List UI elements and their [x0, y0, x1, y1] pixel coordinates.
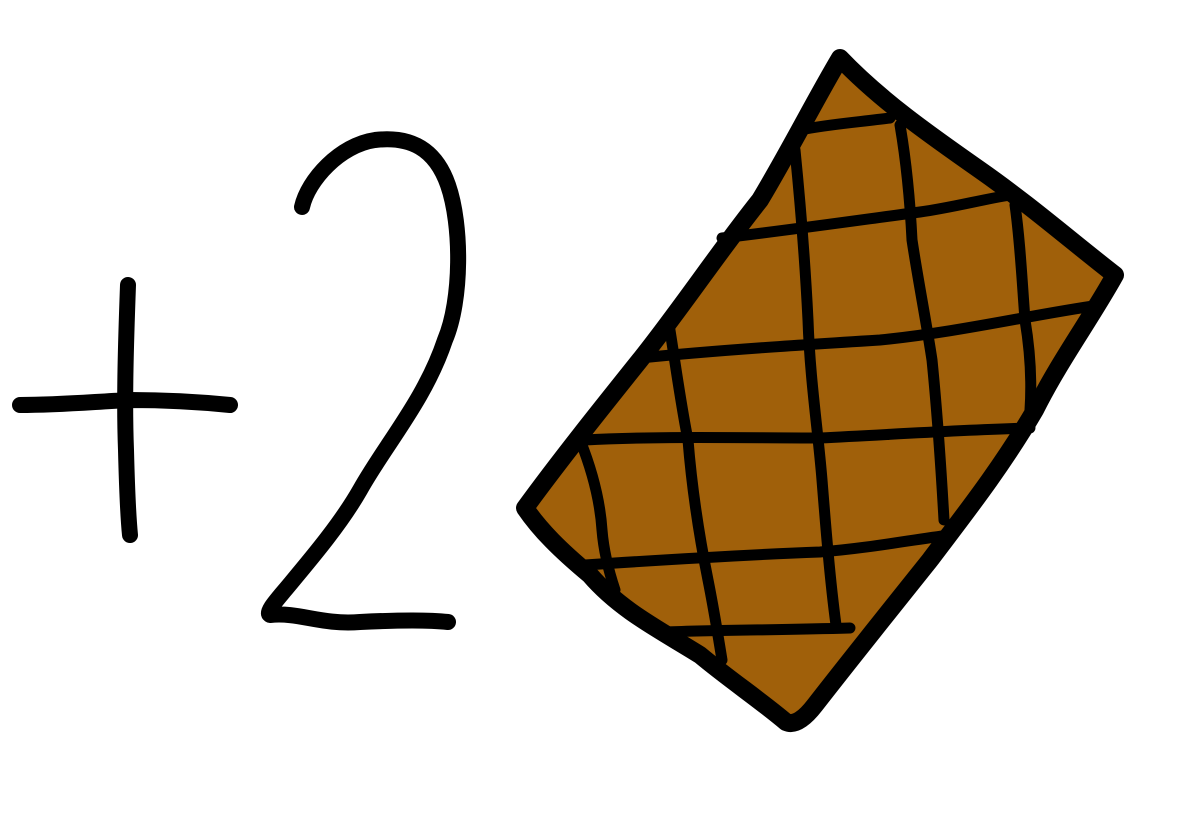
wafer-grid-line	[574, 434, 621, 596]
wafer-cookie-icon	[516, 49, 1124, 732]
wafer-grid-line	[789, 144, 842, 631]
plus-sign	[12, 277, 238, 543]
wafer-grid-line	[716, 189, 1016, 244]
wafer-grid-line	[662, 312, 728, 666]
wafer-grid-line	[579, 529, 956, 571]
plus-vertical-stroke	[117, 277, 138, 543]
digit-two	[261, 131, 467, 631]
wafer-grid-line	[659, 622, 856, 638]
wafer-grid-line	[634, 299, 1106, 364]
wafer-grid-line	[794, 112, 896, 136]
wafer-grid-line	[894, 119, 950, 526]
wafer-grid-line	[1009, 199, 1037, 416]
